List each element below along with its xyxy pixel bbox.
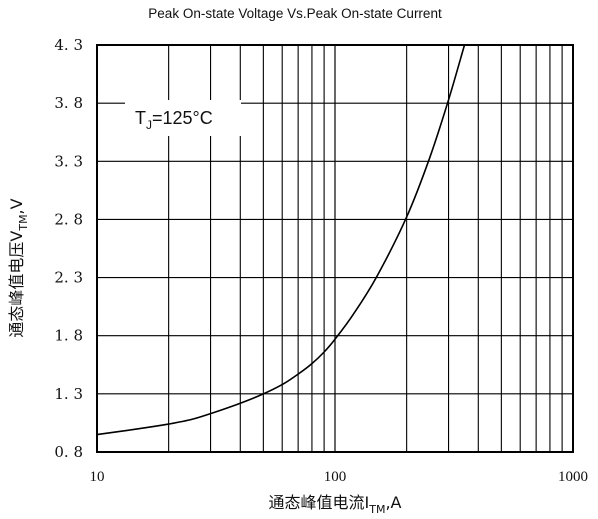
y-tick-label: 2. 3 [54,269,83,287]
y-axis-label-subscript: TM [17,214,30,231]
x-axis-label-subscript: TM [368,503,385,516]
y-tick-labels: 0. 8 1. 3 1. 8 2. 3 2. 8 3. 3 3. 8 4. 3 [54,36,83,461]
y-tick-label: 0. 8 [54,443,83,461]
y-tick-label: 1. 8 [54,327,83,345]
x-axis-label-suffix: ,A [385,493,401,512]
x-tick-labels: 10 100 1000 [90,469,589,485]
y-tick-label: 4. 3 [54,36,83,54]
chart-title: Peak On-state Voltage Vs.Peak On-state C… [148,6,442,21]
annotation-prefix: T [135,108,146,128]
y-axis-label-prefix: 通态峰值电压V [7,231,26,338]
x-axis-label-prefix: 通态峰值电流I [269,493,370,512]
x-tick-label: 100 [324,469,347,485]
y-axis-label-suffix: ,V [7,198,26,214]
temperature-annotation-box: TJ=125°C [125,100,241,136]
y-tick-label: 1. 3 [54,385,83,403]
y-tick-label: 3. 8 [54,94,83,112]
x-tick-label: 1000 [558,469,588,485]
x-axis-label: 通态峰值电流ITM,A [269,493,402,516]
y-tick-label: 2. 8 [54,210,83,228]
annotation-suffix: =125°C [152,108,213,128]
y-tick-label: 3. 3 [54,152,83,170]
y-axis-label: 通态峰值电压VTM,V [7,198,30,337]
x-tick-label: 10 [90,469,105,485]
